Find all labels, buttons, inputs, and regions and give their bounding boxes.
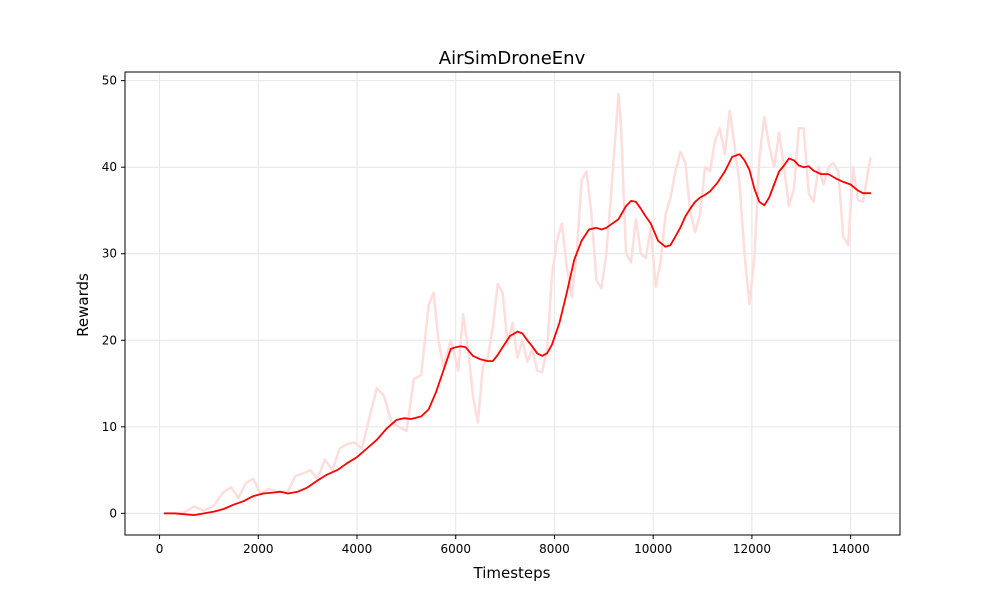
x-tick-label: 8000 xyxy=(539,542,570,556)
series-layer xyxy=(163,92,872,516)
x-axis-label: Timesteps xyxy=(473,564,551,582)
y-tick-label: 0 xyxy=(109,506,117,520)
chart-title: AirSimDroneEnv xyxy=(439,48,586,69)
y-tick-label: 30 xyxy=(102,247,117,261)
x-tick-label: 10000 xyxy=(634,542,672,556)
plot-frame xyxy=(124,71,901,536)
y-tick-label: 50 xyxy=(102,74,117,88)
y-tick-label: 20 xyxy=(102,333,117,347)
x-tick-label: 2000 xyxy=(243,542,274,556)
x-tick-label: 12000 xyxy=(733,542,771,556)
x-tick-label: 6000 xyxy=(440,542,471,556)
y-tick-label: 10 xyxy=(102,420,117,434)
y-tick-label: 40 xyxy=(102,160,117,174)
y-axis-label: Rewards xyxy=(74,273,92,337)
x-tick-label: 4000 xyxy=(342,542,373,556)
ticks: 0 2000 4000 6000 8000 10000 12000 14000 0 10 20 30 4… xyxy=(102,74,870,556)
grid xyxy=(125,72,900,535)
x-tick-label: 14000 xyxy=(832,542,870,556)
smoothed-rewards-line xyxy=(163,153,872,516)
x-tick-label: 0 xyxy=(156,542,164,556)
raw-rewards-line xyxy=(163,92,872,515)
